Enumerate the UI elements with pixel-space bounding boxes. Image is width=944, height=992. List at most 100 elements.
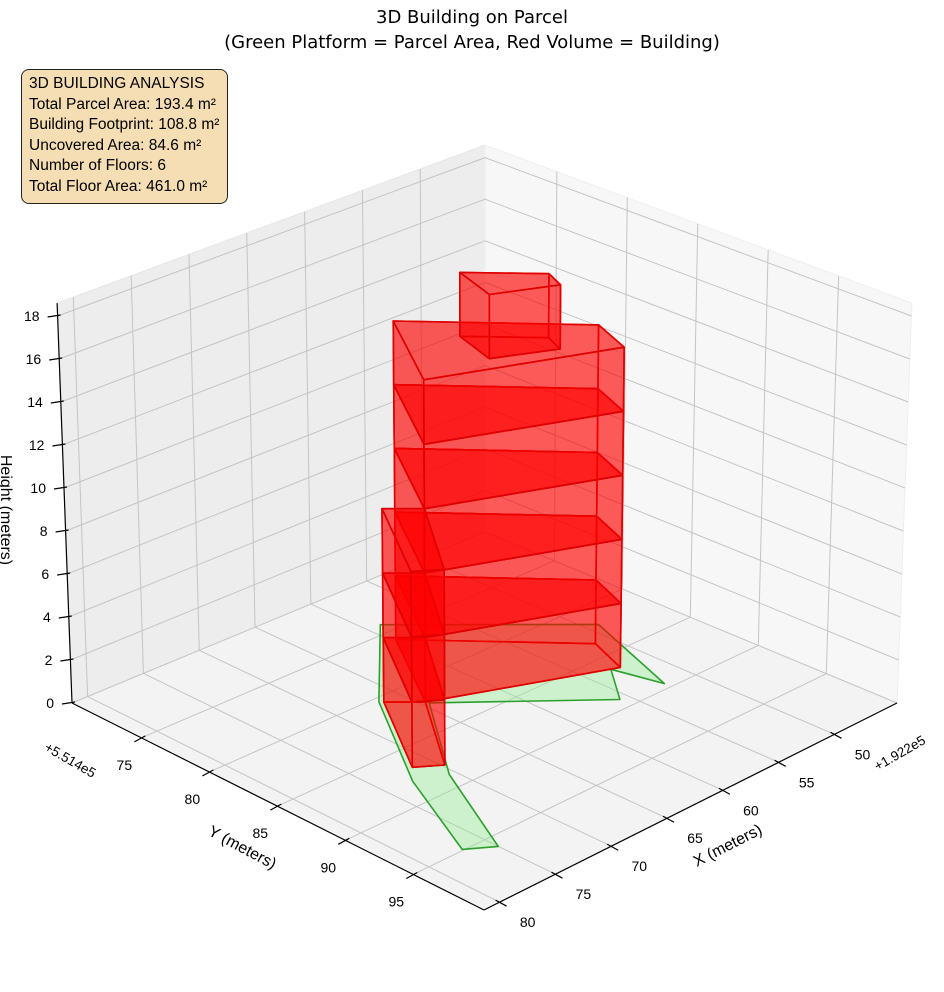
z-tick-label: 2	[45, 652, 53, 668]
info-building-footprint: Building Footprint: 108.8 m²	[29, 116, 220, 133]
gridline-floor-x	[87, 696, 500, 903]
z-tick-mark	[49, 357, 63, 361]
gridline-left-wall-z	[67, 406, 486, 575]
info-parcel-area: Total Parcel Area: 193.4 m²	[29, 95, 216, 113]
gridline-right-wall-z	[484, 448, 901, 618]
gridline-left-wall-z	[60, 240, 486, 403]
x-tick-mark	[495, 899, 507, 907]
gridline-floor-y	[413, 673, 827, 875]
gridline-left-wall-z	[71, 531, 486, 704]
gridline-left-wall-z	[70, 489, 486, 661]
gridline-wall-x	[130, 275, 144, 674]
gridline-wall-x	[246, 233, 256, 628]
x-offset-text: +1.922e5	[871, 732, 928, 773]
y-tick-mark	[134, 735, 146, 743]
gridline-right-wall-z	[484, 531, 898, 704]
gridline-right-wall-z	[484, 489, 899, 661]
y-tick-mark	[270, 803, 282, 811]
x-tick-mark	[551, 871, 563, 879]
building-floor-1	[382, 574, 622, 769]
x-tick-mark	[718, 787, 731, 795]
gridline-right-wall-z	[484, 198, 910, 360]
z-tick-mark	[61, 701, 76, 705]
gridline-left-wall-z	[59, 198, 486, 360]
gridline-floor-x	[199, 649, 612, 847]
gridline-wall-y	[825, 275, 840, 674]
gridline-right-wall-z	[484, 281, 907, 446]
x-axis-line	[483, 702, 898, 911]
gridline-floor-x	[143, 672, 556, 875]
info-floor-count: Number of Floors: 6	[29, 157, 166, 174]
x-tick-label: 55	[799, 774, 815, 790]
floor-wall-face	[411, 698, 446, 769]
z-tick-label: 12	[29, 437, 45, 453]
info-box: 3D BUILDING ANALYSIS Total Parcel Area: …	[21, 69, 228, 204]
info-heading: 3D BUILDING ANALYSIS	[29, 75, 205, 92]
gridline-left-wall-z	[57, 157, 486, 317]
floor-pane	[72, 532, 897, 910]
x-tick-mark	[662, 815, 675, 823]
parcel-platform	[378, 623, 666, 851]
gridline-left-wall-z	[68, 448, 486, 618]
z-axis-label: Height (meters)	[0, 455, 14, 565]
z-tick-label: 16	[26, 351, 42, 367]
floor-top-face	[458, 271, 562, 296]
gridline-wall-x	[419, 169, 423, 558]
z-tick-label: 6	[41, 566, 49, 582]
x-tick-mark	[606, 843, 619, 851]
y-tick-mark	[406, 871, 418, 880]
floor-top-face	[381, 507, 446, 573]
floor-wall-face	[410, 568, 446, 638]
x-tick-label: 70	[631, 858, 647, 874]
y-tick-mark	[202, 769, 214, 777]
gridline-left-wall-z	[62, 281, 486, 446]
y-offset-text: +5.514e5	[42, 739, 99, 780]
building-floor-4	[392, 383, 625, 510]
info-uncovered-area: Uncovered Area: 84.6 m²	[29, 136, 202, 154]
x-tick-label: 75	[576, 886, 592, 902]
z-tick-mark	[60, 658, 74, 662]
gridline-right-wall-z	[484, 157, 912, 317]
gridline-wall-x	[304, 211, 312, 605]
gridline-floor-y	[141, 560, 555, 739]
gridline-floor-x	[254, 626, 668, 819]
info-total-floor-area: Total Floor Area: 461.0 m²	[29, 177, 208, 195]
z-tick-mark	[52, 443, 66, 447]
gridline-floor-y	[277, 616, 691, 807]
y-tick-label: 75	[117, 757, 133, 773]
gridline-right-wall-z	[484, 240, 909, 403]
x-tick-label: 50	[855, 746, 871, 762]
gridline-wall-y	[553, 171, 558, 561]
z-tick-mark	[53, 486, 68, 490]
gridline-wall-x	[72, 297, 89, 697]
z-tick-label: 4	[43, 609, 51, 625]
x-tick-label: 60	[743, 802, 759, 818]
floor-top-face	[392, 320, 626, 381]
gridline-left-wall-z	[63, 323, 486, 489]
z-tick-mark	[58, 615, 72, 619]
gridline-left-wall-z	[65, 365, 486, 532]
x-tick-mark	[830, 731, 842, 739]
building-floor-2	[381, 511, 623, 703]
gridline-floor-x	[422, 557, 835, 735]
z-tick-label: 10	[30, 480, 46, 496]
x-tick-mark	[774, 759, 786, 767]
y-tick-label: 95	[389, 893, 405, 909]
gridline-floor-y	[345, 644, 759, 841]
gridline-right-wall-z	[484, 323, 906, 489]
z-tick-mark	[47, 314, 61, 318]
gridline-wall-x	[188, 254, 200, 651]
gridline-wall-y	[621, 197, 628, 590]
chart-title-line-2: (Green Platform = Parcel Area, Red Volum…	[224, 32, 720, 53]
x-tick-label: 65	[687, 830, 703, 846]
y-tick-label: 90	[321, 859, 337, 875]
floor-wall-face	[410, 633, 446, 703]
gridline-wall-y	[757, 249, 769, 646]
z-tick-mark	[50, 400, 64, 404]
y-tick-mark	[338, 837, 350, 845]
z-tick-label: 18	[24, 308, 40, 324]
gridline-wall-x	[361, 190, 368, 581]
y-tick-label: 80	[185, 791, 201, 807]
gridline-right-wall-z	[484, 365, 904, 532]
